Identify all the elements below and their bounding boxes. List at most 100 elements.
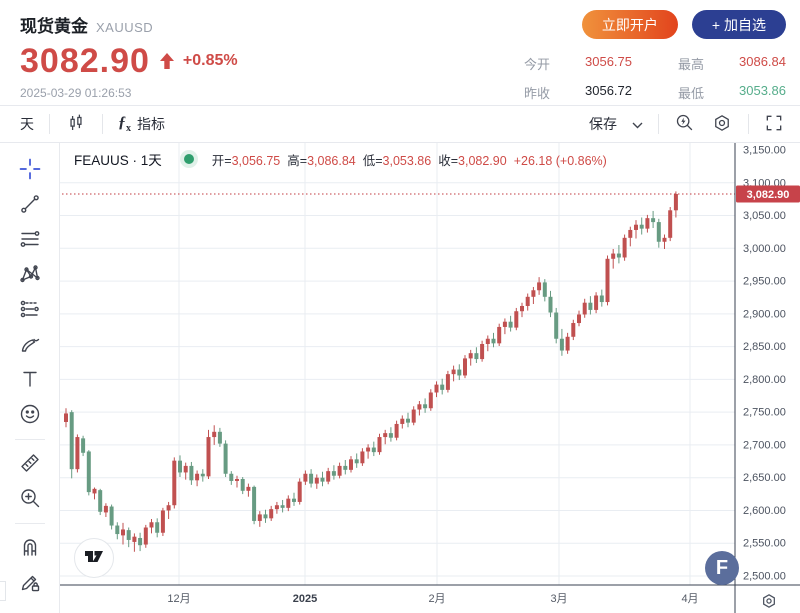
legend-open: 3,056.75 (231, 153, 281, 168)
drawing-lock-icon (18, 570, 42, 597)
last-price: 3082.90 (20, 42, 150, 80)
quote-timestamp: 2025-03-29 01:26:53 (20, 86, 132, 100)
tool-brush[interactable] (15, 330, 45, 360)
fib-retracement-icon (18, 227, 42, 254)
open-account-button[interactable]: 立即开户 (581, 10, 678, 39)
stat-today-open: 今开 3056.75 (524, 54, 632, 72)
hexagon-gear-icon (711, 112, 733, 137)
svg-text:12月: 12月 (167, 593, 190, 605)
forecast-icon (18, 297, 42, 324)
hexagon-gear-icon (759, 591, 779, 613)
legend-low: 3,053.86 (382, 153, 432, 168)
fullscreen-icon (764, 113, 784, 136)
svg-text:2,950.00: 2,950.00 (743, 276, 786, 288)
tradingview-logo[interactable] (74, 538, 114, 578)
quote-stats: 今开 3056.75 最高 3086.84 昨收 3056.72 最低 3053… (524, 54, 786, 102)
flash-search-icon (674, 112, 696, 137)
tool-drawing-lock[interactable] (15, 568, 45, 598)
magnet-icon (18, 535, 42, 562)
save-button[interactable]: 保存 (589, 116, 617, 132)
crosshair-icon (18, 157, 42, 184)
price-chart[interactable]: 3,150.003,100.003,050.003,000.002,950.00… (60, 143, 800, 613)
trend-line-icon (18, 192, 42, 219)
svg-text:2,800.00: 2,800.00 (743, 374, 786, 386)
quick-search-button[interactable] (674, 112, 696, 137)
svg-text:3,150.00: 3,150.00 (743, 145, 786, 157)
svg-text:2025: 2025 (293, 593, 317, 605)
divider (748, 114, 749, 134)
fullscreen-button[interactable] (764, 113, 784, 136)
fx-icon: ƒx (118, 113, 131, 135)
page-title: 现货黄金 (20, 17, 88, 36)
svg-text:2,750.00: 2,750.00 (743, 407, 786, 419)
brush-icon (18, 332, 42, 359)
time-axis-labels[interactable]: 12月 2025 2月 3月 4月 (167, 593, 698, 605)
svg-text:2,850.00: 2,850.00 (743, 341, 786, 353)
svg-text:2,500.00: 2,500.00 (743, 571, 786, 583)
stat-low: 最低 3053.86 (678, 83, 786, 101)
platform-logo: F (705, 551, 739, 585)
chart-legend: FEAUUS · 1天 开=3,056.75 高=3,086.84 低=3,053.… (74, 149, 607, 169)
svg-text:2,650.00: 2,650.00 (743, 472, 786, 484)
tool-text[interactable] (15, 365, 45, 395)
price-axis-labels[interactable]: 3,150.003,100.003,050.003,000.002,950.00… (743, 145, 786, 583)
divider (14, 523, 45, 524)
candles (64, 191, 678, 552)
chart-settings-button[interactable] (711, 112, 733, 137)
legend-close: 3,082.90 (458, 153, 507, 168)
drawing-tools-sidebar (0, 143, 60, 613)
text-tool-icon (18, 367, 42, 394)
tradingview-icon (82, 544, 106, 573)
indicators-button[interactable]: ƒx 指标 (118, 113, 165, 135)
stat-prev-close: 昨收 3056.72 (524, 83, 632, 101)
instrument-info: 现货黄金 XAUUSD 3082.90 +0.85% 2025-03-29 01… (20, 12, 238, 100)
instrument-symbol: XAUUSD (96, 20, 154, 35)
svg-text:2,700.00: 2,700.00 (743, 439, 786, 451)
tool-emoji[interactable] (15, 400, 45, 430)
tool-ruler[interactable] (15, 449, 45, 479)
divider (102, 114, 103, 134)
tool-forecast[interactable] (15, 295, 45, 325)
tool-magnet[interactable] (15, 533, 45, 563)
tool-crosshair[interactable] (15, 155, 45, 185)
tool-zoom-in[interactable] (15, 484, 45, 514)
price-up-arrow-icon (159, 53, 174, 69)
tool-xabcd-pattern[interactable] (15, 260, 45, 290)
svg-text:2,600.00: 2,600.00 (743, 505, 786, 517)
svg-text:3,082.90: 3,082.90 (747, 189, 790, 201)
svg-text:3,000.00: 3,000.00 (743, 243, 786, 255)
divider (658, 114, 659, 134)
svg-text:4月: 4月 (681, 593, 698, 605)
series-name: FEAUUS · 1天 (74, 153, 162, 168)
svg-text:2,550.00: 2,550.00 (743, 538, 786, 550)
legend-high: 3,086.84 (307, 153, 356, 168)
chart-style-button[interactable] (65, 112, 87, 137)
collapse-panel-handle[interactable]: ‹ (0, 581, 6, 601)
divider (14, 439, 45, 440)
grid-lines (60, 143, 735, 585)
add-watchlist-button[interactable]: + 加自选 (691, 10, 786, 39)
interval-button[interactable]: 天 (20, 116, 34, 132)
xabcd-pattern-icon (18, 262, 42, 289)
svg-text:2,900.00: 2,900.00 (743, 308, 786, 320)
emoji-icon (18, 402, 42, 429)
chart-toolbar: 天 ƒx 指标 保存 (0, 105, 800, 143)
series-status-dot (183, 154, 194, 164)
tool-fib-retracement[interactable] (15, 225, 45, 255)
svg-text:3,050.00: 3,050.00 (743, 210, 786, 222)
current-price-badge: 3,082.90 (736, 185, 800, 203)
chevron-down-icon (632, 117, 643, 132)
candlestick-style-icon (65, 112, 87, 137)
header: 现货黄金 XAUUSD 3082.90 +0.85% 2025-03-29 01… (0, 0, 800, 105)
svg-text:2月: 2月 (428, 593, 445, 605)
chart-area: 3,150.00 3,100.00 3,050.00 3,000.00 2,950.00… (60, 143, 800, 613)
price-axis-settings-button[interactable] (757, 591, 781, 613)
tool-trend-line[interactable] (15, 190, 45, 220)
stat-high: 最高 3086.84 (678, 54, 786, 72)
save-menu-button[interactable] (632, 117, 643, 132)
divider (49, 114, 50, 134)
change-percent: +0.85% (182, 52, 238, 69)
svg-text:3月: 3月 (550, 593, 567, 605)
legend-change: +26.18 (+0.86%) (513, 153, 607, 168)
zoom-in-icon (18, 486, 42, 513)
